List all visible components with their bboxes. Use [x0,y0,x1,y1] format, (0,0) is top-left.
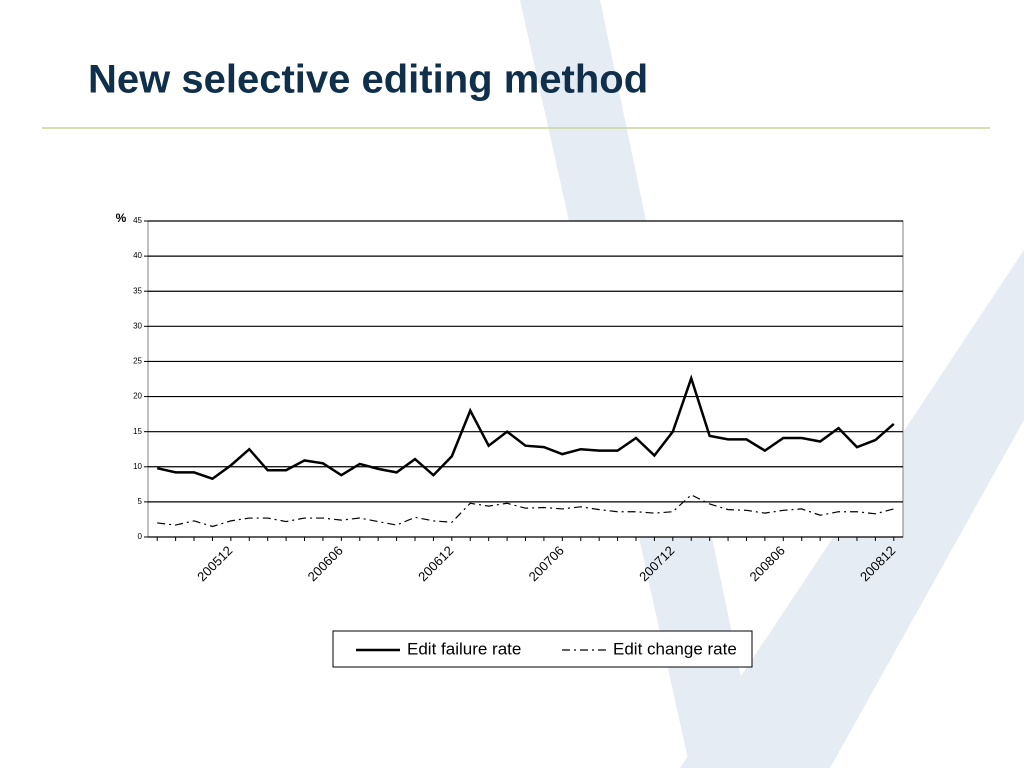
y-axis-label: % [116,211,127,225]
legend-box [332,630,753,668]
x-tick-label: 200706 [526,543,567,584]
y-tick-label: 35 [133,286,142,295]
y-tick-label: 40 [133,251,142,260]
data-line [157,494,894,528]
y-tick-label: 20 [133,392,142,401]
legend-label: Edit failure rate [407,639,521,658]
data-line [156,374,895,481]
plot-area [147,220,904,538]
legend-label: Edit change rate [613,639,737,658]
x-tick-label: 200612 [415,543,456,584]
y-tick-label: 15 [133,427,142,436]
slide-title: New selective editing method [88,58,648,102]
x-tick-label: 200606 [305,543,346,584]
y-tick-label: 5 [138,497,143,506]
y-tick-label: 30 [133,321,142,330]
y-tick-label: 45 [133,216,142,225]
x-tick-label: 200806 [747,543,788,584]
x-tick-label: 200512 [194,543,235,584]
y-tick-label: 25 [133,357,142,366]
y-tick-label: 0 [138,532,143,541]
y-tick-label: 10 [133,462,142,471]
